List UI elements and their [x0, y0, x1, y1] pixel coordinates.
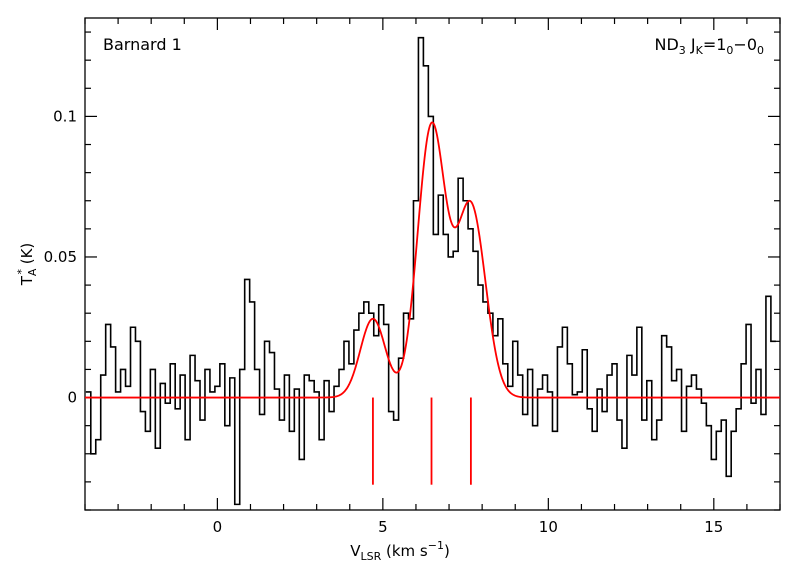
x-tick-label: 15 — [704, 518, 723, 536]
y-tick-label: 0.05 — [44, 248, 77, 266]
tick-labels: 0 5 10 15 0 0.05 0.1 — [44, 107, 724, 536]
observed-spectrum-line — [85, 36, 776, 506]
y-tick-label: 0 — [67, 389, 77, 407]
x-tick-label: 5 — [378, 518, 388, 536]
gaussian-fit-line — [85, 121, 780, 399]
x-tick-label: 0 — [213, 518, 223, 536]
y-tick-label: 0.1 — [53, 107, 77, 125]
source-label: Barnard 1 — [103, 35, 182, 54]
plot-frame — [84, 17, 781, 511]
y-axis-label: TA* (K) — [15, 243, 39, 287]
x-axis-label: VLSR (km s−1) — [350, 539, 450, 563]
axis-ticks — [84, 18, 781, 511]
component-markers — [372, 397, 472, 485]
x-tick-label: 10 — [539, 518, 558, 536]
transition-label: ND3 JK=10−00 — [654, 35, 764, 57]
